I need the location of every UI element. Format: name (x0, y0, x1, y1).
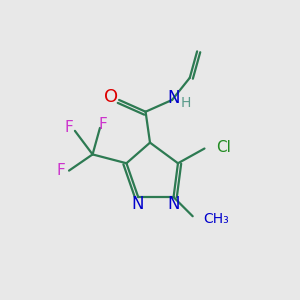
Text: Cl: Cl (216, 140, 230, 154)
Text: CH₃: CH₃ (203, 212, 229, 226)
Text: F: F (64, 120, 73, 135)
Text: F: F (56, 163, 65, 178)
Text: N: N (131, 195, 144, 213)
Text: H: H (180, 96, 190, 110)
Text: O: O (104, 88, 118, 106)
Text: N: N (167, 89, 180, 107)
Text: N: N (167, 195, 180, 213)
Text: F: F (98, 117, 107, 132)
